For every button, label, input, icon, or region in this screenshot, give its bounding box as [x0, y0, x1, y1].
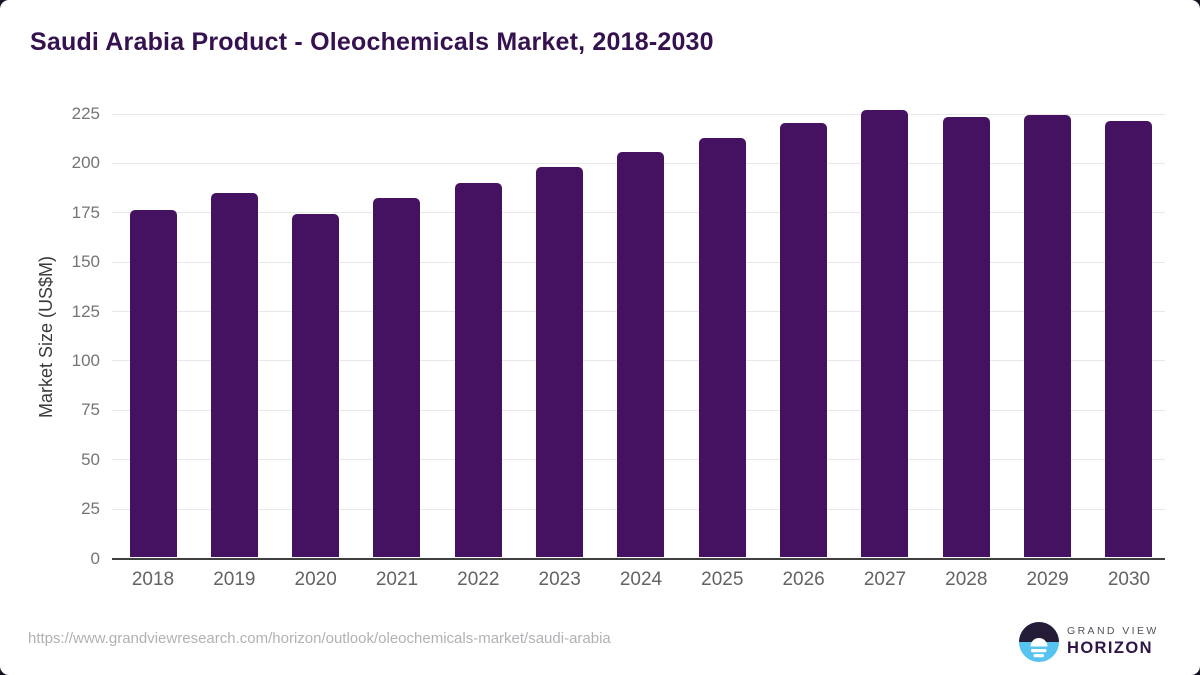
bar-2026[interactable] [780, 122, 828, 558]
y-axis-tick-label: 0 [90, 548, 100, 568]
x-axis-tick-label: 2025 [701, 569, 744, 590]
brand-name-bottom: HORIZON [1067, 639, 1153, 657]
bar-2024[interactable] [617, 151, 665, 558]
x-axis-tick-label: 2022 [457, 569, 500, 590]
x-axis-tick-label: 2021 [375, 569, 419, 590]
gridline-y-225 [112, 113, 1165, 115]
y-axis-tick-label: 225 [71, 104, 100, 123]
y-axis-tick-label: 200 [71, 153, 100, 173]
x-axis-line [112, 557, 1165, 560]
y-axis-tick-label: 50 [81, 449, 100, 469]
bar-2029[interactable] [1024, 114, 1072, 558]
horizon-sunrise-logo-icon [1019, 622, 1059, 662]
y-axis-tick-label: 75 [81, 400, 100, 420]
x-axis-tick-label: 2028 [945, 569, 988, 590]
x-axis-tick-label: 2018 [131, 569, 175, 590]
x-axis-tick-label: 2019 [213, 569, 256, 590]
chart-title: Saudi Arabia Product - Oleochemicals Mar… [30, 28, 714, 56]
y-axis-tick-label: 125 [71, 301, 100, 321]
x-axis-tick-label: 2024 [619, 569, 663, 590]
source-url: https://www.grandviewresearch.com/horizo… [28, 630, 611, 647]
bar-2019[interactable] [210, 193, 258, 558]
bar-2022[interactable] [454, 183, 502, 558]
bar-2028[interactable] [942, 116, 990, 558]
y-axis-tick-label: 100 [71, 350, 100, 370]
logo-wordmark: GRAND VIEW HORIZON [1067, 625, 1159, 658]
y-axis-tick-label: 150 [71, 252, 100, 272]
y-axis-tick-label: 25 [81, 499, 100, 519]
brand-name-top: GRAND VIEW [1067, 625, 1159, 637]
x-axis-tick-label: 2020 [294, 569, 337, 590]
x-axis-tick-label: 2029 [1026, 569, 1069, 590]
bar-2018[interactable] [129, 209, 177, 558]
x-axis-tick-label: 2023 [538, 569, 581, 590]
y-axis-tick-label: 175 [71, 202, 100, 222]
x-axis-tick-label: 2030 [1107, 569, 1151, 590]
bar-2027[interactable] [861, 110, 909, 558]
x-axis-tick-label: 2026 [782, 569, 825, 590]
grand-view-horizon-logo: GRAND VIEW HORIZON [1019, 622, 1194, 667]
x-axis-tick-label: 2027 [863, 569, 907, 590]
bar-2020[interactable] [292, 213, 340, 558]
bar-2021[interactable] [373, 197, 421, 558]
bar-2030[interactable] [1105, 120, 1153, 558]
bar-2023[interactable] [536, 167, 584, 558]
bar-2025[interactable] [698, 137, 746, 558]
